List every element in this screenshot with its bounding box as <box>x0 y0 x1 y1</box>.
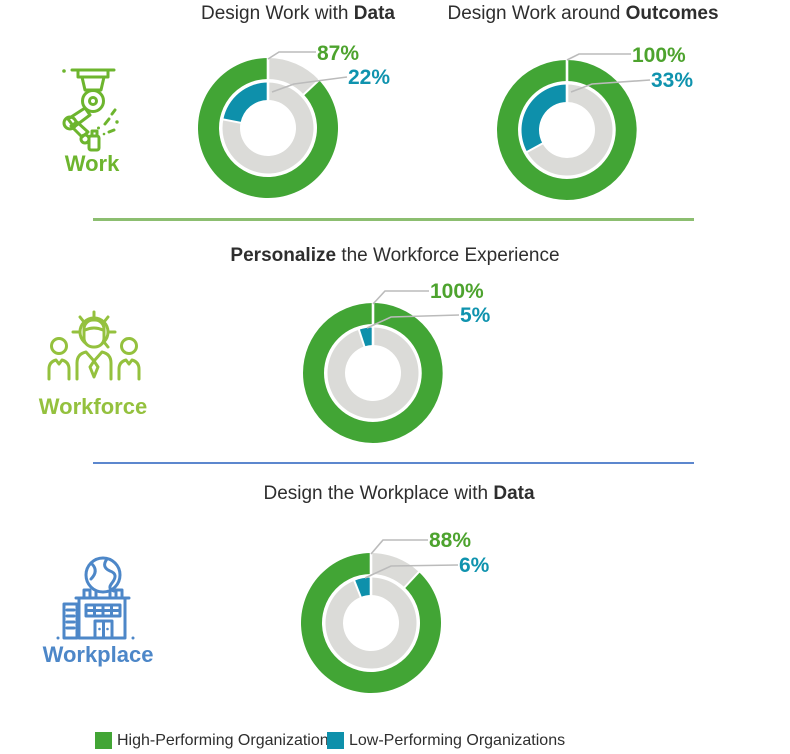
legend-swatch-high-performing <box>95 732 112 749</box>
chart-title-design-work-around-outcomes: Design Work around Outcomes <box>447 3 718 26</box>
leader-line <box>364 564 459 579</box>
low-performer-value: 5% <box>460 304 491 327</box>
title-bold-text: Outcomes <box>625 3 719 24</box>
title-text: the Workforce Experience <box>336 245 560 266</box>
chart-title-design-work-with-data: Design Work with Data <box>201 3 395 26</box>
chart-title-design-workplace-with-data: Design the Workplace with Data <box>263 483 534 506</box>
title-bold-text: Data <box>493 483 535 504</box>
leader-line <box>271 76 348 93</box>
donut-chart-design-work-around-outcomes <box>497 53 651 201</box>
leader-line <box>570 79 651 93</box>
donut-chart-personalize-workforce-experience <box>303 290 460 444</box>
donut-chart-design-work-with-data <box>198 51 348 198</box>
section-divider-work <box>93 218 694 221</box>
title-bold-text: Personalize <box>230 245 337 266</box>
high-performer-value: 100% <box>430 280 484 303</box>
robot-arm-icon <box>62 68 119 152</box>
low-performer-value: 33% <box>651 69 694 92</box>
legend-swatch-low-performing <box>327 732 344 749</box>
section-label-workplace: Workplace <box>42 642 154 667</box>
chart-title-personalize-workforce-experience: Personalize the Workforce Experience <box>230 245 559 268</box>
legend-label-high-performing: High-Performing Organizations <box>117 732 337 749</box>
high-performer-value: 87% <box>317 42 360 65</box>
legend-label-low-performing: Low-Performing Organizations <box>349 732 566 749</box>
high-performer-value: 100% <box>632 44 686 67</box>
leader-line <box>566 53 631 61</box>
high-performer-value: 88% <box>429 529 472 552</box>
title-text: Design Work with <box>201 3 354 24</box>
title-text: Design Work around <box>447 3 626 24</box>
title-text: Design the Workplace with <box>263 483 494 504</box>
donut-chart-design-workplace-with-data <box>301 539 459 693</box>
section-label-workforce: Workforce <box>38 394 148 419</box>
team-gear-icon <box>47 310 141 381</box>
leader-line <box>372 290 429 305</box>
title-bold-text: Data <box>353 3 395 24</box>
section-label-work: Work <box>64 151 120 176</box>
low-performer-value: 6% <box>459 554 490 577</box>
low-performer-value: 22% <box>348 66 391 89</box>
leader-line <box>370 539 428 555</box>
leader-line <box>366 314 460 329</box>
section-divider-workforce <box>93 462 694 464</box>
building-globe-icon <box>56 556 135 640</box>
leader-line <box>267 51 316 60</box>
